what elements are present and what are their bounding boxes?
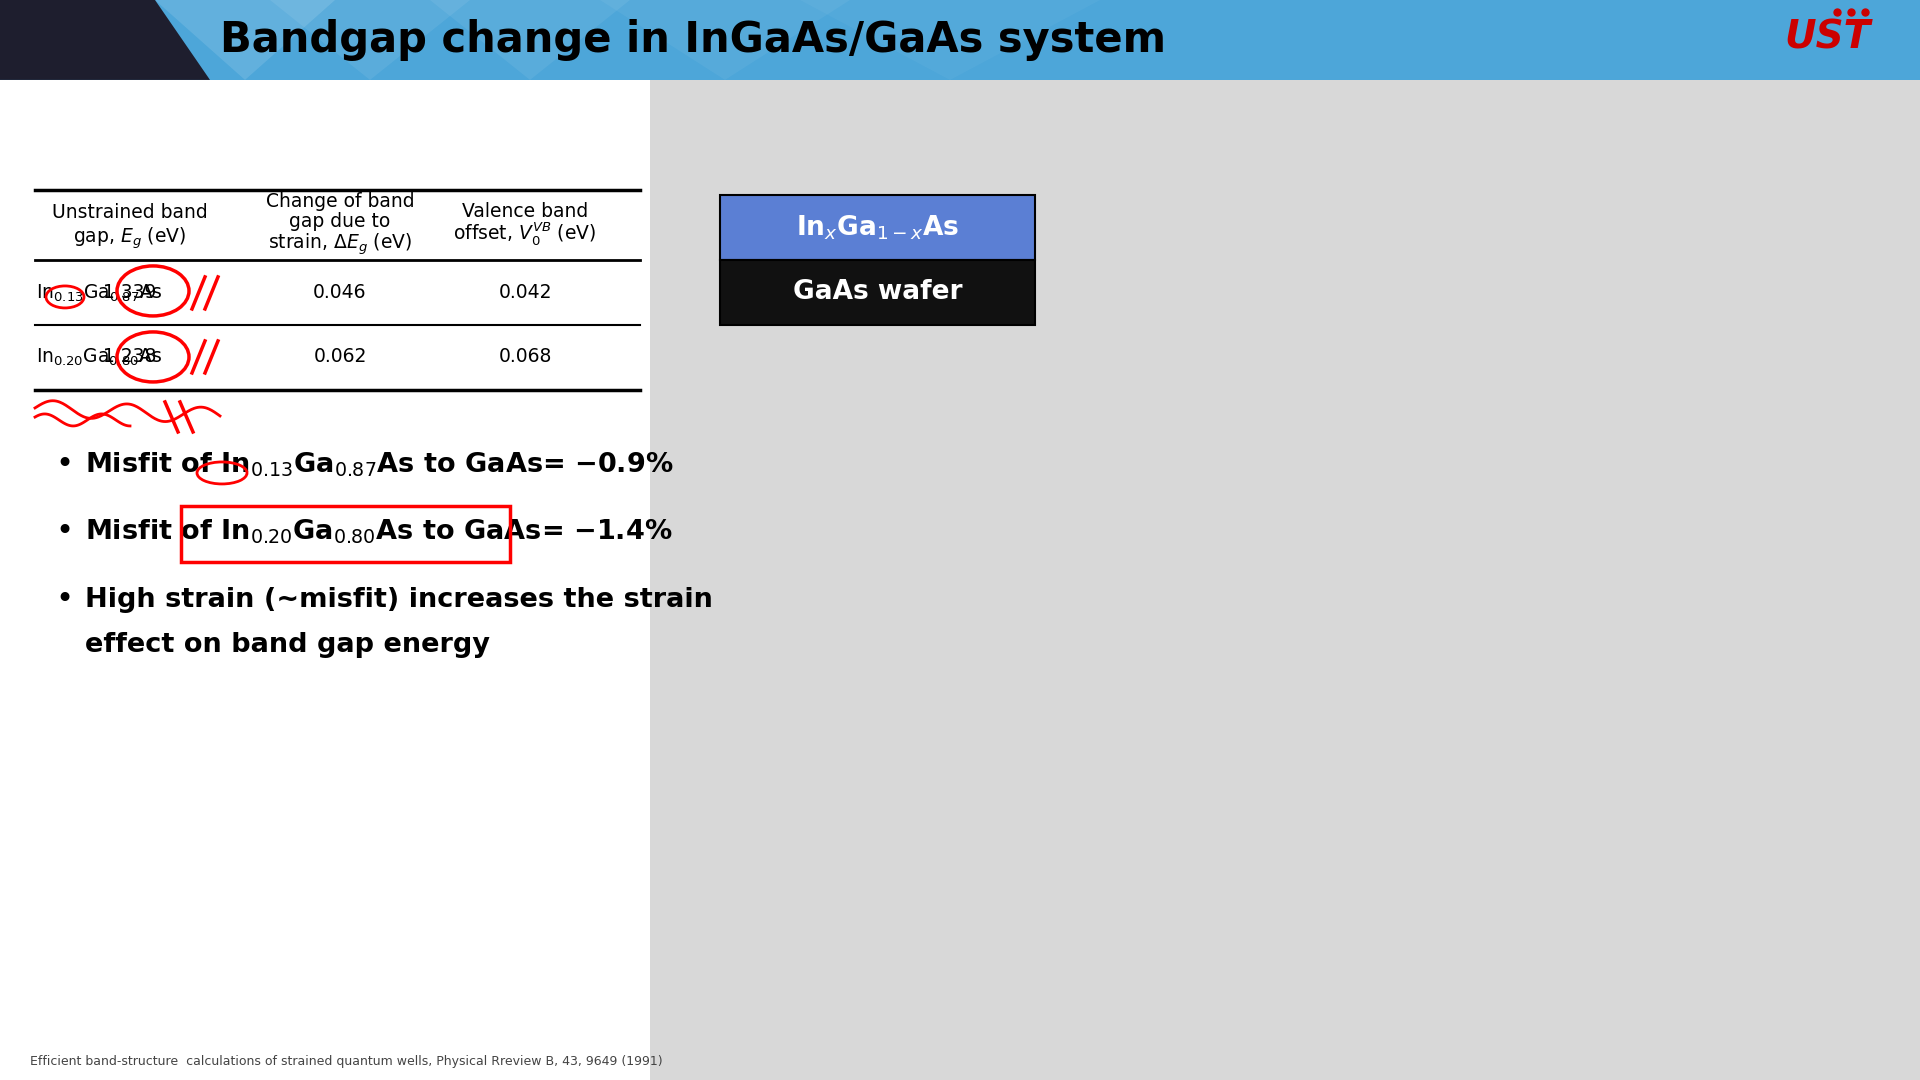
Text: •: •	[56, 585, 73, 615]
Text: Valence band: Valence band	[463, 202, 588, 221]
Text: •: •	[56, 517, 73, 546]
Text: Efficient band-structure  calculations of strained quantum wells, Physical Rrevi: Efficient band-structure calculations of…	[31, 1055, 662, 1068]
Text: In$_{0.13}$Ga$_{0.87}$As: In$_{0.13}$Ga$_{0.87}$As	[36, 282, 163, 303]
Text: Misfit of In$_{0.13}$Ga$_{0.87}$As to GaAs= −0.9%: Misfit of In$_{0.13}$Ga$_{0.87}$As to Ga…	[84, 450, 674, 480]
Text: 0.062: 0.062	[313, 348, 367, 366]
Polygon shape	[0, 0, 209, 80]
Text: UST: UST	[1784, 19, 1870, 57]
FancyBboxPatch shape	[651, 80, 1920, 1080]
Text: GaAs wafer: GaAs wafer	[793, 280, 962, 306]
FancyBboxPatch shape	[720, 260, 1035, 325]
Text: effect on band gap energy: effect on band gap energy	[84, 632, 490, 658]
Polygon shape	[156, 0, 334, 80]
Text: Change of band: Change of band	[265, 192, 415, 212]
Polygon shape	[271, 0, 470, 80]
Text: 1.238: 1.238	[104, 348, 157, 366]
FancyBboxPatch shape	[0, 80, 651, 1080]
Text: 0.042: 0.042	[499, 283, 551, 302]
Text: gap due to: gap due to	[290, 213, 390, 231]
Text: In$_x$Ga$_{1-x}$As: In$_x$Ga$_{1-x}$As	[797, 213, 960, 242]
Text: •: •	[56, 450, 73, 480]
Polygon shape	[430, 0, 630, 80]
Text: strain, $\Delta E_g$ (eV): strain, $\Delta E_g$ (eV)	[269, 231, 413, 257]
Text: Unstrained band: Unstrained band	[52, 203, 207, 222]
Text: 0.046: 0.046	[313, 283, 367, 302]
Text: gap, $E_g$ (eV): gap, $E_g$ (eV)	[73, 226, 186, 251]
Text: offset, $V_0^{VB}$ (eV): offset, $V_0^{VB}$ (eV)	[453, 220, 597, 247]
Text: High strain (~misfit) increases the strain: High strain (~misfit) increases the stra…	[84, 586, 712, 613]
Text: 1.339: 1.339	[104, 283, 157, 302]
Text: 0.068: 0.068	[499, 348, 551, 366]
FancyBboxPatch shape	[0, 0, 1920, 80]
Text: In$_{0.20}$Ga$_{0.80}$As: In$_{0.20}$Ga$_{0.80}$As	[36, 347, 161, 367]
Text: Bandgap change in InGaAs/GaAs system: Bandgap change in InGaAs/GaAs system	[221, 19, 1165, 60]
Text: Misfit of In$_{0.20}$Ga$_{0.80}$As to GaAs= −1.4%: Misfit of In$_{0.20}$Ga$_{0.80}$As to Ga…	[84, 517, 672, 546]
Polygon shape	[599, 0, 851, 80]
FancyBboxPatch shape	[720, 194, 1035, 260]
